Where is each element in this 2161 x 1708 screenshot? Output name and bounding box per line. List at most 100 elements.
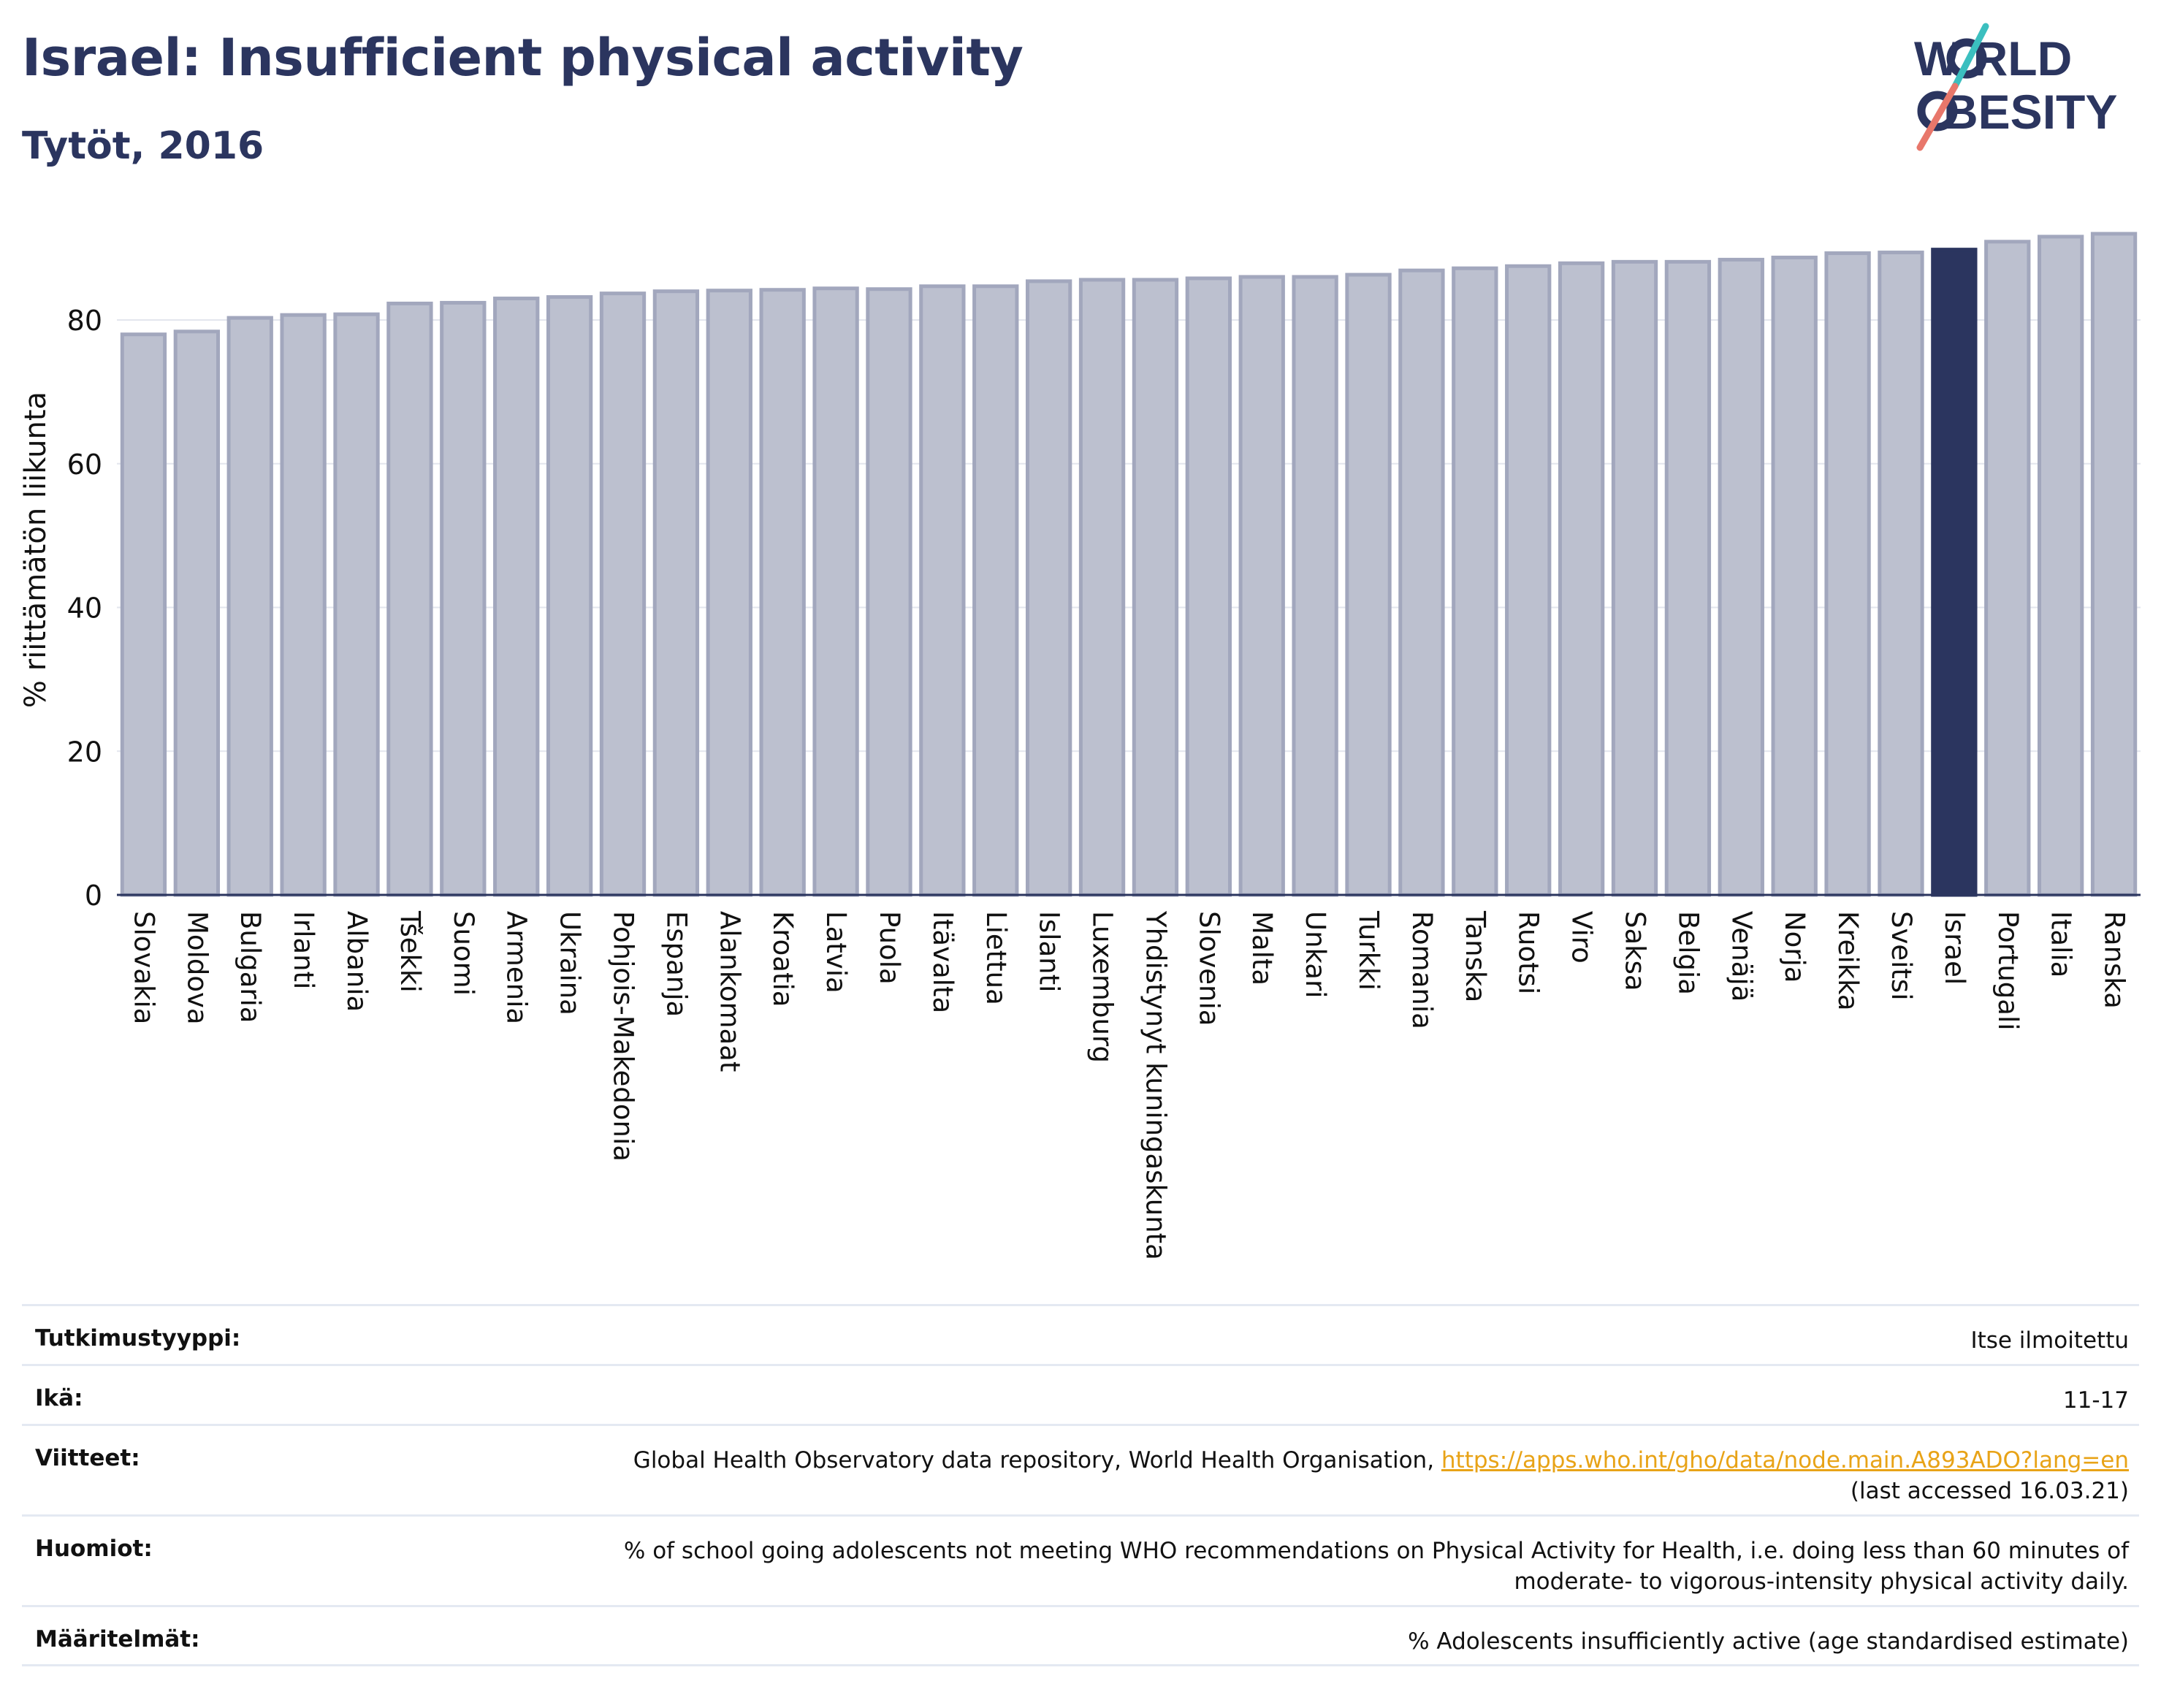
axes: 0 20 40 60 80 Slovakia Moldova Bulgaria Irlanti A…	[67, 305, 2141, 1260]
notes-label: Huomiot:	[35, 1536, 153, 1562]
meta-row-study-type: Tutkimustyyppi: Itse ilmoitettu	[22, 1304, 2139, 1364]
x-tick-label: Ranska	[2099, 911, 2130, 1009]
references-value: Global Health Observatory data repositor…	[633, 1445, 2129, 1506]
logo-line-2: BESITY	[1943, 85, 2117, 139]
world-obesity-logo: W RLD BESITY	[1914, 23, 2117, 151]
x-tick-label: Italia	[2046, 911, 2077, 977]
bar	[1664, 259, 1712, 897]
bar	[1345, 272, 1392, 897]
logo-slash-coral	[1916, 83, 1959, 151]
bar	[652, 289, 700, 897]
logo-o-lower	[1917, 91, 1958, 131]
x-tick-label: Kroatia	[767, 911, 799, 1007]
x-tick-label: Belgia	[1672, 911, 1704, 995]
x-tick-label: Bulgaria	[235, 911, 266, 1023]
meta-row-references: Viitteet: Global Health Observatory data…	[22, 1424, 2139, 1514]
x-tick-label: Ukraina	[554, 911, 586, 1015]
bar	[1238, 275, 1285, 897]
y-axis-label: % riittämätön liikunta	[19, 392, 53, 708]
x-tick-label: Portugali	[1992, 911, 2024, 1031]
x-tick-label: Liettua	[980, 911, 1012, 1005]
bar	[386, 301, 433, 897]
notes-value: % of school going adolescents not meetin…	[624, 1536, 2129, 1597]
references-label: Viitteet:	[35, 1445, 140, 1471]
bar	[440, 300, 487, 897]
bar	[866, 287, 912, 897]
x-tick-label: Irlanti	[288, 911, 319, 989]
logo-o-upper	[1946, 38, 1987, 79]
x-tick-label: Armenia	[501, 911, 533, 1024]
x-tick-label: Romania	[1406, 911, 1438, 1029]
references-link[interactable]: https://apps.who.int/gho/data/node.main.…	[1441, 1447, 2129, 1473]
bar	[972, 284, 1019, 897]
bar	[1185, 276, 1232, 897]
references-text: Global Health Observatory data repositor…	[633, 1447, 1441, 1473]
x-tick-label: Norja	[1779, 911, 1810, 983]
bar	[1452, 266, 1498, 897]
y-tick-label: 0	[85, 880, 102, 912]
bar	[173, 329, 220, 897]
study-type-label: Tutkimustyyppi:	[35, 1325, 241, 1351]
x-tick-label: Yhdistynyt kuningaskunta	[1140, 910, 1171, 1260]
bar-highlight	[1931, 248, 1978, 897]
x-tick-label: Tšekki	[395, 910, 426, 993]
meta-row-definitions: Määritelmät: % Adolescents insufficientl…	[22, 1605, 2139, 1666]
bar	[1505, 264, 1552, 897]
bar	[1026, 279, 1072, 897]
x-tick-label: Albania	[341, 911, 373, 1012]
x-tick-label: Ruotsi	[1513, 911, 1544, 994]
x-tick-label: Sveitsi	[1886, 911, 1917, 1001]
x-tick-label: Turkki	[1353, 910, 1384, 991]
bar-chart: 0 20 40 60 80 Slovakia Moldova Bulgaria Irlanti A…	[19, 232, 2141, 1260]
age-label: Ikä:	[35, 1385, 83, 1411]
x-tick-label: Moldova	[181, 911, 213, 1025]
x-tick-label: Alankomaat	[714, 911, 745, 1072]
bar	[226, 316, 273, 897]
x-tick-label: Luxemburg	[1087, 911, 1118, 1063]
x-tick-label: Unkari	[1300, 911, 1331, 998]
x-tick-label: Slovenia	[1193, 911, 1224, 1026]
bar	[1824, 251, 1871, 897]
bar	[1558, 261, 1605, 897]
chart-title: Israel: Insufficient physical activity	[22, 28, 1024, 88]
bars	[120, 232, 2138, 897]
x-tick-label: Pohjois-Makedonia	[608, 911, 639, 1162]
definitions-label: Määritelmät:	[35, 1626, 200, 1652]
bar	[493, 297, 540, 897]
x-tick-label: Espanja	[660, 911, 692, 1017]
metadata-table: Tutkimustyyppi: Itse ilmoitettu Ikä: 11-…	[22, 1304, 2139, 1666]
notes-line-2: moderate- to vigorous-intensity physical…	[1514, 1568, 2129, 1595]
age-value: 11-17	[2062, 1387, 2129, 1414]
bar	[1078, 278, 1126, 897]
bar	[280, 313, 327, 897]
references-accessed: (last accessed 16.03.21)	[1850, 1478, 2129, 1504]
bar	[2090, 232, 2138, 897]
bar	[1878, 251, 1924, 897]
logo-line-1: W RLD	[1914, 31, 2072, 85]
x-tick-label: Islanti	[1034, 911, 1065, 992]
bar	[1984, 240, 2031, 897]
study-type-value: Itse ilmoitettu	[1970, 1327, 2129, 1354]
y-tick-label: 80	[67, 305, 102, 337]
chart-subtitle: Tytöt, 2016	[22, 124, 264, 168]
x-tick-label: Saksa	[1620, 911, 1651, 991]
bar	[706, 289, 752, 897]
x-tick-label: Tanska	[1460, 910, 1491, 1002]
bar	[2038, 235, 2084, 897]
bar	[1292, 275, 1338, 897]
x-tick-label: Itävalta	[927, 911, 958, 1013]
bar	[1132, 278, 1179, 897]
x-tick-label: Venäjä	[1726, 911, 1757, 1002]
bar	[599, 291, 647, 897]
x-tick-label: Puola	[874, 911, 905, 985]
bar	[1718, 257, 1764, 897]
bar	[1771, 255, 1818, 897]
y-tick-label: 40	[67, 592, 102, 625]
notes-line-1: % of school going adolescents not meetin…	[623, 1538, 2129, 1564]
meta-row-age: Ikä: 11-17	[22, 1364, 2139, 1424]
x-tick-label: Viro	[1566, 911, 1598, 964]
x-tick-label: Suomi	[448, 911, 479, 996]
x-tick-label: Malta	[1246, 911, 1278, 985]
bar	[1611, 259, 1658, 897]
x-tick-label: Latvia	[820, 911, 852, 994]
